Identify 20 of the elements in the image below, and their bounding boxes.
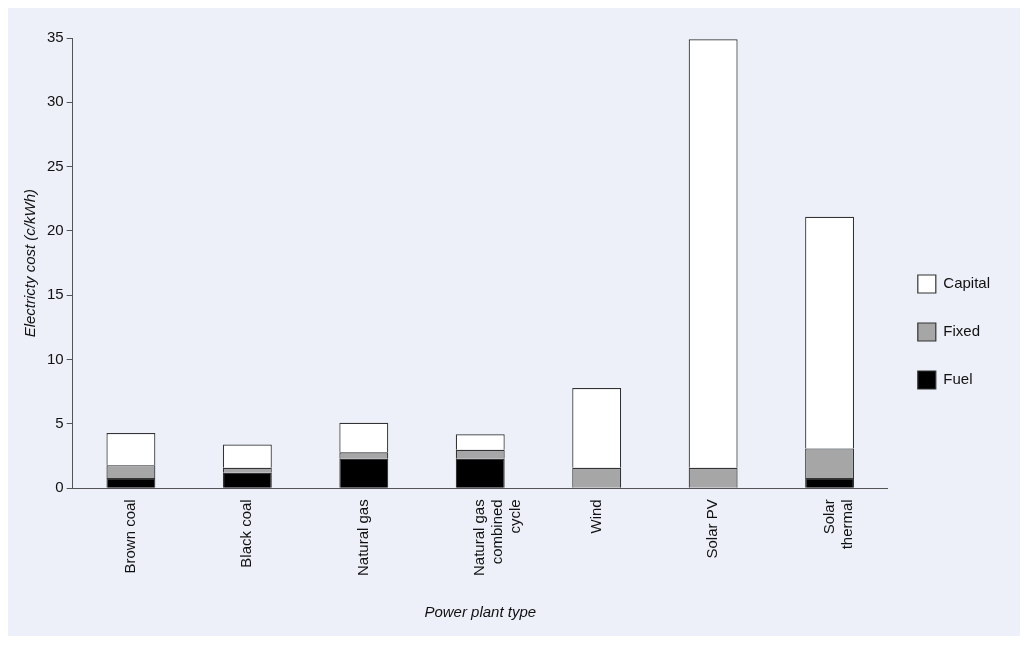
legend-label: Fixed	[943, 322, 980, 340]
x-tick-label: Wind	[586, 499, 604, 534]
y-tick-label: 0	[55, 478, 64, 496]
x-tick-label: Solar thermal	[819, 499, 855, 550]
x-tick-label: Brown coal	[121, 499, 139, 574]
y-tick-label: 30	[47, 92, 64, 110]
y-tick-label: 15	[47, 285, 64, 303]
y-axis-title: Electricty cost (c/kWh)	[21, 188, 39, 338]
y-tick-label: 35	[47, 28, 64, 46]
x-tick-label: Black coal	[237, 499, 255, 568]
y-tick-label: 20	[47, 221, 64, 239]
x-axis-title: Power plant type	[424, 603, 537, 621]
legend-label: Capital	[943, 274, 991, 292]
x-tick-label: Natural gas	[353, 499, 371, 577]
x-tick-label: Solar PV	[703, 499, 721, 559]
y-tick-label: 5	[55, 414, 64, 432]
y-tick-label: 10	[47, 349, 64, 367]
x-tick-label: Natural gas combined cycle	[470, 499, 524, 577]
y-tick-label: 25	[47, 156, 64, 174]
legend-label: Fuel	[943, 370, 973, 388]
